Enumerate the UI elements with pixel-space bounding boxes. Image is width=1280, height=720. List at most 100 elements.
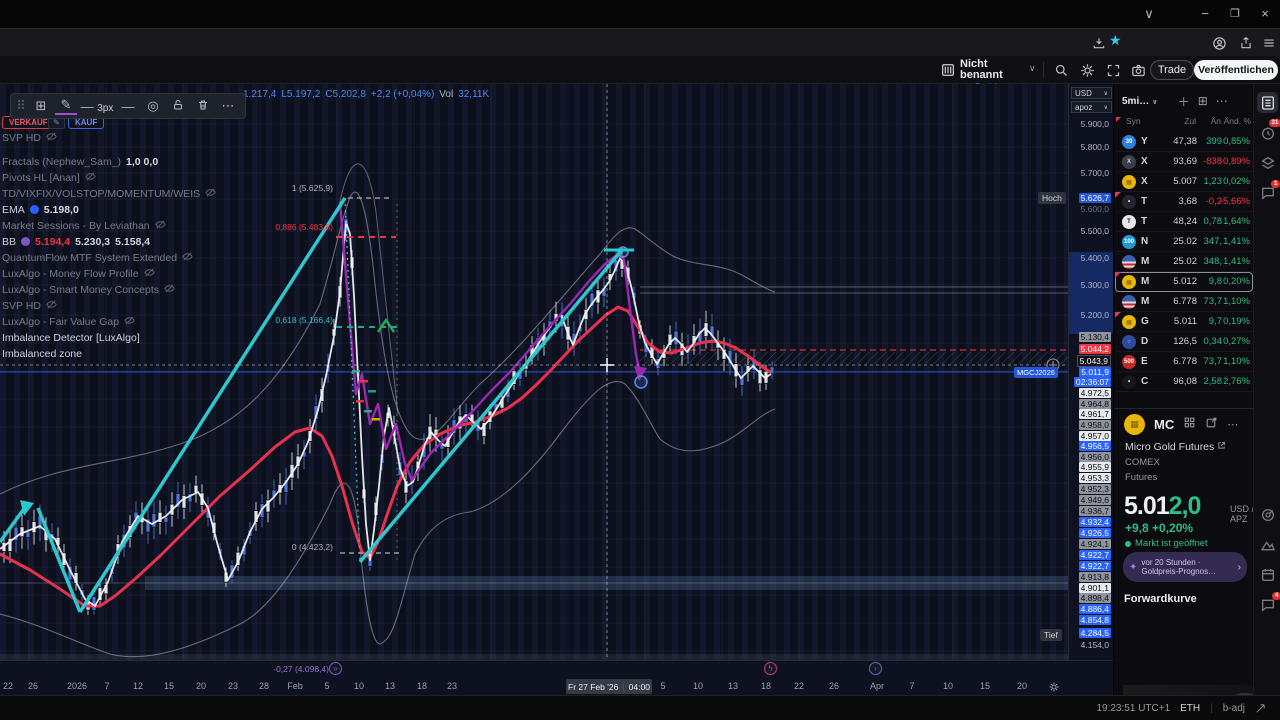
time-axis-gear-icon[interactable] [1048, 680, 1060, 698]
watchlist-tab-icon[interactable] [1257, 92, 1278, 113]
symbol-ticker[interactable]: MC [1154, 417, 1175, 432]
legend-item[interactable]: LuxAlgo - Fair Value Gap [2, 315, 135, 328]
watchlist-row[interactable]: ▦ G 5.011 9,7 0,19% [1115, 312, 1253, 332]
line-width-control[interactable]: — 3px [80, 98, 114, 114]
publish-button[interactable]: Veröffentlichen [1194, 60, 1278, 80]
col-symbol[interactable]: Syn [1126, 116, 1141, 126]
pencil-tool-icon[interactable]: ✎ [55, 97, 77, 115]
layers-icon[interactable] [1257, 152, 1278, 173]
timeline-event-icon[interactable]: » [329, 662, 342, 675]
watchlist-grid-icon[interactable]: ⊞ [1197, 94, 1208, 108]
chat-secondary-icon[interactable]: 4 [1257, 592, 1280, 615]
adjust-label[interactable]: b-adj [1222, 702, 1245, 714]
legend-item[interactable]: Fractals (Nephew_Sam_) 1,0 0,0 [2, 155, 158, 168]
eye-off-icon[interactable] [205, 187, 216, 201]
trade-button[interactable]: Trade [1150, 60, 1194, 80]
trash-icon[interactable] [192, 99, 214, 114]
session-label[interactable]: ETH [1180, 702, 1201, 714]
watchlist-row[interactable]: T T 48,24 0,78 1,64% [1115, 212, 1253, 232]
currency-selector[interactable]: USD ∨ [1071, 87, 1112, 99]
clock-text[interactable]: 19:23:51 UTC+1 [1096, 702, 1171, 714]
account-icon[interactable] [1209, 33, 1229, 53]
eye-off-icon[interactable] [182, 251, 193, 265]
eye-off-icon[interactable] [46, 131, 57, 145]
legend-item[interactable]: Pivots HL [Anan] [2, 171, 96, 184]
drag-handle-icon[interactable]: ⠿ [16, 98, 26, 113]
settings-gear-icon[interactable] [1077, 60, 1097, 80]
watchlist-row[interactable]: M 6.778 73,7 1,10% [1115, 292, 1253, 312]
watchlist-more-icon[interactable]: ⋯ [1215, 94, 1228, 108]
banner-chevron-icon[interactable]: › [1237, 561, 1241, 573]
legend-item[interactable]: TD/VIXFIX/VOLSTOP/MOMENTUM/WEIS [2, 187, 216, 200]
flag-filter-icon[interactable] [1116, 117, 1121, 122]
eye-off-icon[interactable] [85, 171, 96, 185]
legend-item[interactable]: BB 5.194,4 5.230,3 5.158,4 [2, 235, 150, 248]
alerts-clock-icon[interactable]: 31 [1257, 119, 1280, 143]
eye-off-icon[interactable] [46, 299, 57, 313]
unit-selector[interactable]: apoz ∨ [1071, 101, 1112, 113]
watchlist-row[interactable]: ▦ M 5.012 9,8 0,20% [1115, 272, 1253, 292]
watchlist-grid-icon[interactable] [938, 60, 958, 80]
close-icon[interactable]: × [1261, 6, 1269, 21]
news-banner[interactable]: ✦ vor 20 Stunden · Goldpreis-Prognos… › [1123, 552, 1247, 582]
ideas-icon[interactable] [1257, 534, 1278, 555]
row-change-pct: 0,02% [1223, 176, 1250, 187]
watchlist-row[interactable]: 30 Y 47,38 399 0,85% [1115, 132, 1253, 152]
legend-item[interactable]: QuantumFlow MTF System Extended [2, 251, 193, 264]
legend-item[interactable]: SVP HD [2, 131, 57, 144]
camera-snapshot-icon[interactable] [1128, 60, 1148, 80]
eye-off-icon[interactable] [124, 315, 135, 329]
eye-off-icon[interactable] [143, 267, 155, 281]
price-scale[interactable]: USD ∨ apoz ∨ 5.900,0 5.800,0 5.700,0 5.626,7 5… [1068, 84, 1114, 660]
fullscreen-icon[interactable] [1103, 60, 1123, 80]
legend-item[interactable]: EMA 5.198,0 [2, 203, 79, 216]
legend-item[interactable]: Imbalance Detector [LuxAlgo] [2, 331, 140, 344]
layout-chevron-icon[interactable]: ∨ [1029, 63, 1036, 73]
symbol-more-icon[interactable]: ⋯ [1227, 419, 1239, 431]
compare-grid-icon[interactable] [1183, 416, 1196, 434]
timeline-event-icon[interactable]: › [869, 662, 882, 675]
add-symbol-icon[interactable]: ＋ [1177, 94, 1190, 109]
legend-item[interactable]: LuxAlgo - Smart Money Concepts [2, 283, 175, 296]
chat-icon[interactable]: 1 [1257, 180, 1280, 203]
maximize-pane-icon[interactable] [1255, 703, 1266, 714]
eye-off-icon[interactable] [155, 219, 166, 233]
watchlist-row[interactable]: ▦ X 5.007 1,23 0,02% [1115, 172, 1253, 192]
layout-grid-icon[interactable]: ⊞ [35, 98, 47, 113]
calendar-icon[interactable] [1257, 564, 1278, 585]
color-circle-icon[interactable]: ◎ [147, 98, 159, 113]
minimize-icon[interactable]: − [1201, 6, 1209, 21]
eye-off-icon[interactable] [164, 283, 175, 297]
watchlist-row[interactable]: 500 E 6.778 73,7 1,10% [1115, 352, 1253, 372]
line-style-icon[interactable]: — [121, 98, 135, 114]
col-change[interactable]: Än [1210, 116, 1221, 126]
interval-selector[interactable]: 5mi… ∨ [1122, 95, 1158, 107]
menu-icon[interactable] [1259, 33, 1279, 53]
col-last[interactable]: Zul [1184, 116, 1196, 126]
chevron-down-icon[interactable]: ∨ [1144, 6, 1154, 21]
legend-item[interactable]: Imbalanced zone [2, 347, 82, 360]
legend-item[interactable]: LuxAlgo - Money Flow Profile [2, 267, 155, 280]
watchlist-row[interactable]: M 25.02 348, 1,41% [1115, 252, 1253, 272]
legend-item[interactable]: SVP HD [2, 299, 57, 312]
favorite-star-icon[interactable]: ★ [1109, 32, 1122, 48]
timeline-event-icon[interactable]: ϟ [764, 662, 777, 675]
watchlist-row[interactable]: 100 N 25.02 347, 1,41% [1115, 232, 1253, 252]
target-icon[interactable] [1257, 504, 1278, 525]
quick-search-icon[interactable] [1051, 60, 1071, 80]
watchlist-row[interactable]: X X 93,69 -838 -0,89% [1115, 152, 1253, 172]
compose-icon[interactable] [1205, 416, 1218, 434]
time-axis[interactable]: -0,27 (4.098,4) Fr 27 Feb '26 | 04:00 22 26… [0, 660, 1113, 695]
lock-icon[interactable] [167, 99, 189, 114]
watchlist-row[interactable]: ○ D 126,5 0,34 0,27% [1115, 332, 1253, 352]
share-icon[interactable] [1236, 33, 1256, 53]
download-icon[interactable] [1089, 33, 1109, 53]
watchlist-row[interactable]: • T 3,68 -0,2 -5,66% [1115, 192, 1253, 212]
col-change-pct[interactable]: Änd. % [1223, 116, 1251, 126]
legend-item[interactable]: Market Sessions - By Leviathan [2, 219, 166, 232]
watchlist-row[interactable]: • C 96,08 2,58 2,76% [1115, 372, 1253, 392]
symbol-name[interactable]: Micro Gold Futures [1125, 441, 1226, 453]
chart-pane[interactable]: 1 (5.625,9) 0,886 (5.483,8) 0,618 (5.166,4… [0, 84, 1068, 660]
restore-window-icon[interactable]: ❐ [1230, 8, 1240, 20]
more-options-icon[interactable]: ⋯ [221, 98, 235, 113]
